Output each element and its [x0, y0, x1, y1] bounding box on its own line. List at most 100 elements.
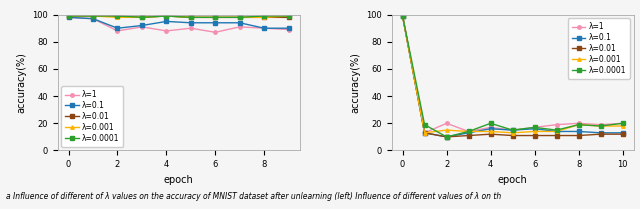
λ=0.0001: [619, 122, 627, 125]
λ=0.1: [531, 127, 538, 130]
Line: λ=0.1: λ=0.1: [67, 16, 291, 30]
λ=0.0001: [399, 15, 406, 17]
λ=0.01: [553, 134, 561, 137]
λ=0.01: [163, 15, 170, 17]
λ=0.01: [531, 134, 538, 137]
λ=0.001: [138, 16, 146, 19]
λ=1: [443, 122, 451, 125]
λ=0.001: [211, 16, 219, 19]
λ=0.0001: [65, 15, 72, 17]
λ=0.01: [420, 132, 428, 134]
λ=0.01: [399, 15, 406, 17]
λ=0.0001: [465, 130, 472, 133]
λ=0.001: [553, 130, 561, 133]
λ=1: [163, 30, 170, 32]
λ=1: [553, 123, 561, 126]
λ=0.1: [575, 130, 582, 133]
λ=0.0001: [187, 16, 195, 19]
λ=0.0001: [260, 15, 268, 17]
λ=0.01: [285, 16, 292, 19]
Y-axis label: accuracy(%): accuracy(%): [17, 52, 27, 113]
λ=1: [487, 126, 495, 129]
λ=0.001: [114, 16, 122, 19]
λ=0.1: [443, 136, 451, 138]
λ=1: [114, 30, 122, 32]
λ=0.0001: [89, 15, 97, 17]
λ=0.1: [187, 22, 195, 24]
λ=0.0001: [114, 15, 122, 17]
Line: λ=0.01: λ=0.01: [401, 14, 625, 139]
λ=1: [420, 132, 428, 134]
λ=0.0001: [163, 15, 170, 17]
λ=0.01: [575, 134, 582, 137]
λ=0.0001: [531, 126, 538, 129]
λ=0.1: [260, 27, 268, 29]
Line: λ=0.0001: λ=0.0001: [67, 14, 291, 19]
λ=0.001: [420, 132, 428, 134]
λ=0.001: [465, 130, 472, 133]
λ=0.001: [89, 15, 97, 17]
λ=1: [65, 16, 72, 19]
X-axis label: epoch: epoch: [164, 175, 193, 185]
λ=0.01: [443, 136, 451, 138]
λ=1: [619, 122, 627, 125]
λ=0.001: [443, 129, 451, 131]
λ=0.0001: [285, 15, 292, 17]
λ=1: [260, 27, 268, 29]
λ=0.0001: [138, 16, 146, 19]
λ=0.0001: [443, 136, 451, 138]
λ=1: [399, 15, 406, 17]
λ=1: [187, 27, 195, 29]
λ=0.001: [285, 15, 292, 17]
λ=1: [89, 17, 97, 20]
λ=0.001: [596, 125, 604, 127]
λ=0.1: [211, 22, 219, 24]
λ=1: [211, 31, 219, 33]
Line: λ=0.001: λ=0.001: [401, 14, 625, 135]
λ=0.001: [619, 125, 627, 127]
λ=0.001: [260, 16, 268, 19]
λ=0.01: [65, 15, 72, 17]
λ=0.1: [163, 20, 170, 23]
λ=0.01: [509, 134, 516, 137]
λ=0.0001: [236, 16, 244, 19]
λ=0.01: [138, 16, 146, 19]
λ=0.001: [399, 15, 406, 17]
λ=1: [509, 129, 516, 131]
λ=0.1: [420, 132, 428, 134]
Line: λ=0.0001: λ=0.0001: [401, 14, 625, 139]
λ=0.1: [487, 127, 495, 130]
λ=0.001: [575, 123, 582, 126]
λ=0.01: [260, 16, 268, 19]
λ=0.0001: [509, 129, 516, 131]
Line: λ=0.01: λ=0.01: [67, 14, 291, 19]
λ=0.001: [487, 130, 495, 133]
λ=0.1: [138, 24, 146, 27]
λ=0.1: [509, 129, 516, 131]
λ=0.01: [465, 134, 472, 137]
λ=0.001: [509, 132, 516, 134]
λ=0.1: [114, 27, 122, 29]
λ=0.1: [553, 130, 561, 133]
λ=0.0001: [420, 123, 428, 126]
λ=0.1: [399, 15, 406, 17]
λ=1: [285, 28, 292, 31]
λ=0.001: [163, 15, 170, 17]
λ=0.01: [487, 133, 495, 135]
λ=0.0001: [487, 122, 495, 125]
λ=0.1: [65, 16, 72, 19]
λ=0.0001: [553, 129, 561, 131]
λ=0.1: [236, 22, 244, 24]
λ=0.01: [211, 16, 219, 19]
λ=0.001: [236, 16, 244, 19]
Text: a Influence of different of λ values on the accuracy of MNIST dataset after unle: a Influence of different of λ values on …: [6, 192, 502, 201]
Line: λ=0.001: λ=0.001: [67, 14, 291, 19]
λ=0.0001: [596, 125, 604, 127]
Legend: λ=1, λ=0.1, λ=0.01, λ=0.001, λ=0.0001: λ=1, λ=0.1, λ=0.01, λ=0.001, λ=0.0001: [568, 18, 630, 79]
λ=0.001: [65, 15, 72, 17]
λ=0.0001: [211, 16, 219, 19]
λ=0.1: [89, 17, 97, 20]
λ=0.1: [465, 132, 472, 134]
λ=0.1: [619, 132, 627, 134]
λ=0.01: [114, 15, 122, 17]
